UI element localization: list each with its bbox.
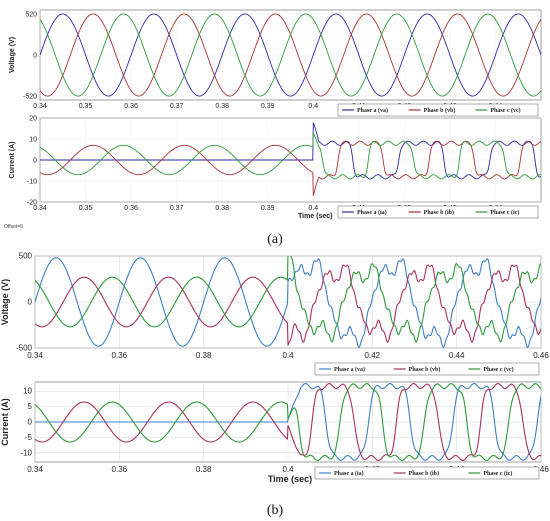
x-tick-label: 0.4 (282, 351, 294, 360)
legend (314, 466, 540, 480)
y-tick-label: 0 (28, 418, 33, 427)
legend-entry: Phase c (vc) (490, 107, 520, 114)
x-tick-label: 0.36 (112, 351, 128, 360)
x-tick-label: 0.37 (170, 103, 184, 110)
caption-a: (a) (267, 232, 283, 247)
x-tick-label: 0.4 (282, 465, 294, 474)
x-tick-label: 0.38 (196, 351, 212, 360)
panel-b-voltage-chart: 0.34 0.36 0.38 0.4 0.42 0.44 0.46 500 0 -500 Volta… (0, 252, 549, 376)
series-line-b (35, 264, 541, 346)
x-tick-label: 0.4 (308, 103, 318, 110)
caption-b: (b) (267, 503, 284, 518)
x-tick-label: 0.34 (27, 465, 43, 474)
y-tick-label: 10 (29, 137, 37, 144)
offset-note: Offset=0 (4, 224, 23, 230)
x-tick-label: 0.4 (308, 205, 318, 212)
y-tick-label: 0 (33, 158, 37, 165)
series-line-a (40, 122, 541, 180)
legend-entry: Phase a (ia) (357, 209, 387, 216)
legend-entry: Phase c (ic) (483, 470, 512, 477)
y-axis-label: Current (A) (9, 142, 16, 179)
series-line-a (35, 382, 541, 461)
y-axis-label: Voltage (V) (9, 37, 16, 73)
panel-a-voltage-chart: 0.340.350.360.370.380.390.40.410.420.430… (9, 9, 542, 117)
y-tick-label: 5 (28, 402, 33, 411)
x-tick-label: 0.38 (196, 465, 212, 474)
legend-entry: Phase a (va) (357, 107, 388, 114)
x-tick-label: 0.42 (365, 351, 381, 360)
x-tick-label: 0.38 (215, 103, 229, 110)
x-tick-label: 0.39 (261, 103, 275, 110)
x-tick-label: 0.35 (79, 103, 93, 110)
series-line-c (40, 132, 541, 180)
y-tick-label: 0 (33, 53, 37, 60)
x-axis-label: Time (sec) (298, 213, 333, 220)
series-line-a (35, 257, 541, 348)
series-line-c (35, 256, 541, 343)
y-tick-label: 520 (25, 11, 37, 18)
x-axis-label: Time (sec) (268, 474, 312, 484)
series-line-c (35, 383, 541, 462)
y-tick-label: -10 (20, 448, 32, 457)
legend-entry: Phase b (ib) (424, 209, 454, 216)
y-tick-label: -20 (27, 200, 37, 207)
x-tick-label: 0.46 (533, 351, 549, 360)
legend-entry: Phase b (vb) (409, 366, 441, 373)
legend-entry: Phase a (ia) (334, 470, 364, 477)
x-tick-label: 0.46 (533, 465, 549, 474)
x-tick-label: 0.34 (33, 205, 47, 212)
panel-a-current-chart: 0.340.350.360.370.380.390.40.410.420.430… (9, 116, 542, 220)
y-axis-label: Voltage (V) (0, 279, 10, 325)
x-tick-label: 0.39 (261, 205, 275, 212)
legend (314, 362, 540, 376)
y-axis-label: Current (A) (0, 398, 10, 446)
x-tick-label: 0.36 (124, 103, 138, 110)
x-tick-label: 0.34 (33, 103, 47, 110)
legend-entry: Phase b (vb) (424, 107, 456, 114)
y-tick-label: -500 (16, 344, 33, 353)
series-line-b (35, 383, 541, 461)
series-line-c (40, 13, 541, 97)
x-tick-label: 0.44 (449, 351, 465, 360)
y-tick-label: -10 (27, 179, 37, 186)
legend-entry: Phase c (vc) (483, 366, 513, 373)
y-tick-label: -520 (23, 94, 37, 101)
legend-entry: Phase c (ic) (490, 209, 519, 216)
y-tick-label: -5 (25, 433, 33, 442)
legend-entry: Phase a (va) (334, 366, 365, 373)
legend (337, 205, 539, 219)
legend-entry: Phase b (ib) (409, 470, 439, 477)
x-tick-label: 0.38 (215, 205, 229, 212)
x-tick-label: 0.36 (124, 205, 138, 212)
x-tick-label: 0.34 (27, 351, 43, 360)
y-tick-label: 10 (23, 387, 32, 396)
legend (337, 103, 539, 117)
y-tick-label: 500 (19, 252, 33, 261)
panel-b-current-chart: 0.340.360.380.40.420.440.461050-5-10Curr… (0, 381, 549, 484)
x-tick-label: 0.37 (170, 205, 184, 212)
y-tick-label: 0 (28, 298, 33, 307)
x-tick-label: 0.35 (79, 205, 93, 212)
x-tick-label: 0.36 (112, 465, 128, 474)
y-tick-label: 20 (29, 116, 37, 123)
